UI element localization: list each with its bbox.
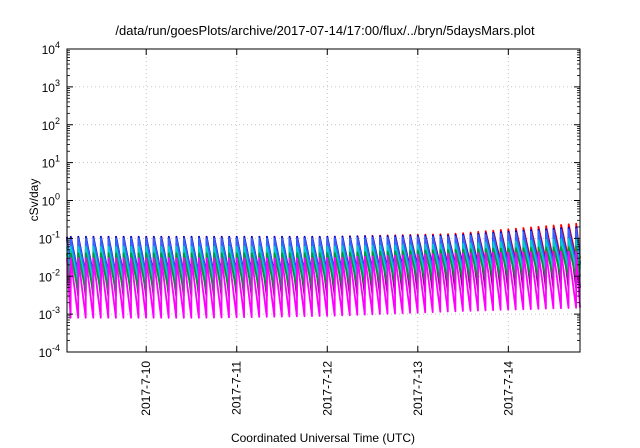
chart-title: /data/run/goesPlots/archive/2017-07-14/1… (115, 23, 535, 38)
series-group (66, 222, 581, 319)
series-line-5 (66, 237, 581, 283)
y-axis: 10-4 10-3 10-2 10-1 100 101 102 103 104 (39, 40, 580, 360)
series-line-6 (66, 246, 581, 293)
y-tick-label: 10-2 (39, 267, 60, 284)
x-tick-label: 2017-7-10 (139, 361, 153, 416)
y-tick-label: 101 (42, 154, 60, 171)
x-axis-label: Coordinated Universal Time (UTC) (231, 431, 415, 445)
y-tick-label: 102 (42, 116, 60, 133)
y-tick-label: 10-1 (39, 229, 60, 246)
y-tick-label: 103 (42, 78, 60, 95)
x-axis: 2017-7-10 2017-7-11 2017-7-12 2017-7-13 2017… (139, 49, 515, 416)
x-tick-label: 2017-7-11 (230, 361, 244, 415)
x-tick-label: 2017-7-13 (411, 361, 425, 416)
y-tick-label: 104 (42, 40, 60, 57)
y-tick-label: 100 (42, 192, 60, 209)
y-axis-label: cSv/day (27, 179, 41, 222)
series-line-7 (66, 250, 581, 319)
x-tick-label: 2017-7-12 (320, 361, 334, 416)
y-tick-label: 10-3 (39, 305, 60, 322)
y-tick-label: 10-4 (39, 343, 60, 360)
series-line-4 (66, 228, 581, 278)
x-tick-label: 2017-7-14 (501, 361, 515, 416)
